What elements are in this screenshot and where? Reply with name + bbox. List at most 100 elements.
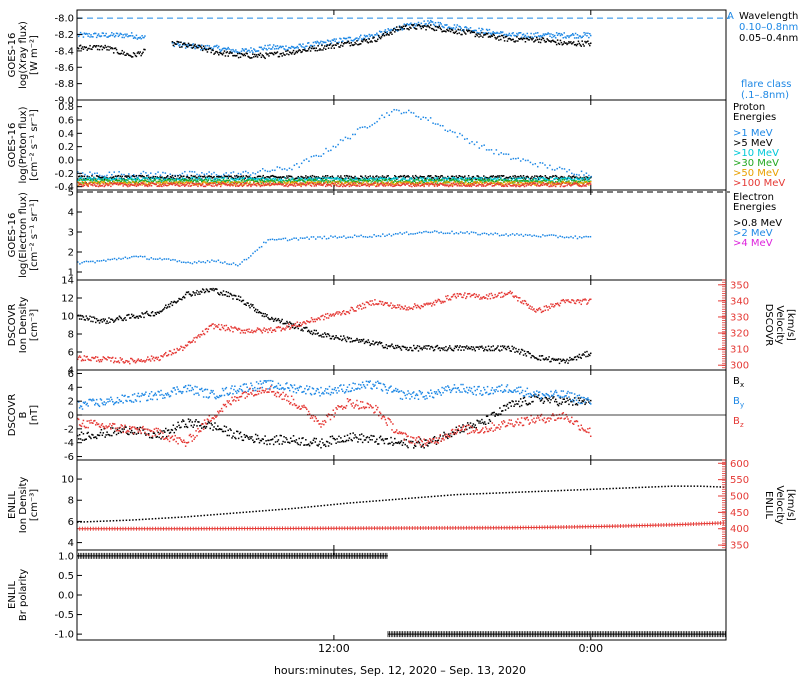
data-point (430, 24, 432, 26)
data-point (382, 181, 384, 183)
data-point (462, 183, 464, 185)
data-point (81, 262, 83, 264)
data-point (310, 333, 312, 335)
data-point (366, 181, 368, 183)
data-point (231, 264, 233, 266)
data-point (299, 180, 301, 182)
data-point (213, 260, 215, 262)
data-point (458, 32, 460, 34)
data-point (459, 133, 461, 135)
data-point (340, 185, 342, 187)
data-point (518, 349, 520, 351)
data-point (133, 256, 135, 258)
data-point (105, 33, 107, 35)
data-point (94, 177, 96, 179)
data-point (184, 43, 186, 45)
data-point (139, 360, 141, 362)
data-point (116, 49, 118, 51)
data-point (244, 259, 246, 261)
data-point (201, 44, 203, 46)
data-point (351, 181, 353, 183)
data-point (140, 359, 142, 361)
data-point (470, 32, 472, 34)
data-point (280, 239, 282, 241)
data-point (225, 55, 227, 57)
data-point (237, 53, 239, 55)
data-point (351, 338, 353, 340)
data-point (115, 357, 117, 359)
data-point (333, 146, 335, 148)
data-point (223, 290, 225, 292)
data-point (483, 144, 485, 146)
data-point (95, 322, 97, 324)
data-point (509, 348, 511, 350)
data-point (507, 181, 509, 183)
data-point (287, 240, 289, 242)
data-point (399, 346, 401, 348)
data-point (99, 49, 101, 51)
data-point (466, 345, 468, 347)
data-point (556, 32, 558, 34)
data-point (234, 183, 236, 185)
data-point (248, 305, 250, 307)
data-point (536, 185, 538, 187)
data-point (142, 52, 144, 54)
data-point (415, 184, 417, 186)
data-point (143, 177, 145, 179)
data-point (423, 117, 425, 119)
data-point (130, 317, 132, 319)
data-point (193, 337, 195, 339)
data-point (516, 185, 518, 187)
data-point (182, 350, 184, 352)
data-point (379, 341, 381, 343)
data-point (482, 36, 484, 38)
data-point (287, 177, 289, 179)
data-point (120, 357, 122, 359)
data-point (411, 178, 413, 180)
data-point (476, 141, 478, 143)
data-point (234, 178, 236, 180)
data-point (243, 185, 245, 187)
series-layer (77, 288, 591, 365)
data-point (415, 175, 417, 177)
data-point (371, 124, 373, 126)
data-point (504, 185, 506, 187)
data-point (131, 256, 133, 258)
data-point (554, 169, 556, 171)
data-point (144, 181, 146, 183)
data-point (456, 30, 458, 32)
data-point (235, 49, 237, 51)
data-point (78, 36, 80, 38)
data-point (415, 116, 417, 118)
data-point (172, 259, 174, 261)
data-point (431, 179, 433, 181)
data-point (357, 339, 359, 341)
data-point (451, 231, 453, 233)
data-point (401, 113, 403, 115)
data-point (491, 149, 493, 151)
data-point (435, 123, 437, 125)
data-point (188, 185, 190, 187)
data-point (439, 350, 441, 352)
data-point (538, 41, 540, 43)
data-point (582, 184, 584, 186)
data-point (425, 231, 427, 233)
data-point (473, 346, 475, 348)
data-point (536, 37, 538, 39)
data-point (326, 178, 328, 180)
data-point (131, 32, 133, 34)
y-tick-label: 0.0 (58, 156, 74, 167)
data-point (590, 353, 592, 355)
data-point (410, 347, 412, 349)
data-point (340, 336, 342, 338)
data-point (88, 33, 90, 35)
data-point (86, 49, 88, 51)
data-point (325, 186, 327, 188)
data-point (505, 233, 507, 235)
data-point (216, 174, 218, 176)
data-point (552, 358, 554, 360)
data-point (206, 328, 208, 330)
data-point (241, 176, 243, 178)
data-point (565, 37, 567, 39)
